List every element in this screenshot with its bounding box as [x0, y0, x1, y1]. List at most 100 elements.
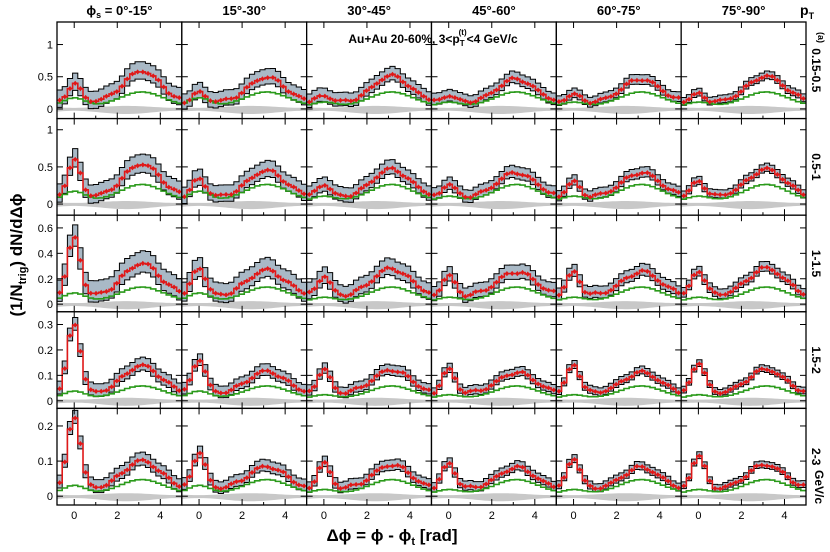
data-point [775, 271, 780, 277]
panel-r0-c5 [680, 21, 807, 120]
data-point [270, 74, 276, 81]
data-point [619, 86, 624, 93]
data-point [119, 83, 125, 89]
panel-background [681, 22, 806, 119]
data-point [296, 482, 302, 488]
data-point [301, 388, 307, 394]
data-point [411, 278, 416, 284]
panel-r0-c4 [555, 21, 682, 120]
data-point [411, 179, 416, 185]
data-point [733, 187, 738, 193]
data-point [530, 176, 536, 183]
data-point [801, 192, 806, 198]
data-point [795, 482, 801, 488]
data-point [463, 293, 468, 300]
data-point [244, 84, 250, 90]
data-point [655, 178, 660, 184]
data-point [494, 87, 499, 93]
data-point [411, 379, 416, 385]
flow-step [181, 286, 307, 300]
data-point [593, 192, 598, 198]
data-point [99, 289, 104, 295]
data-point [171, 284, 177, 290]
data-step [306, 266, 432, 298]
data-point [582, 97, 588, 104]
data-point [608, 93, 614, 100]
y-axis-label: (1/Ntrig) dN/dΔϕ [7, 193, 29, 316]
data-point [135, 262, 140, 268]
data-point [369, 278, 374, 285]
data-point [333, 287, 338, 293]
data-point [717, 97, 723, 103]
data-point [119, 273, 125, 279]
data-point [62, 94, 68, 100]
data-point [561, 189, 567, 195]
data-point [572, 456, 577, 463]
data-point [598, 96, 603, 102]
data-point [395, 169, 400, 175]
data-point [270, 466, 276, 472]
data-point [239, 280, 244, 287]
panel-r4-c5: 0 2 4 [680, 407, 807, 522]
data-point [73, 80, 78, 86]
data-point [483, 287, 489, 293]
data-point [421, 480, 426, 486]
data-point [197, 358, 203, 364]
data-point [296, 287, 302, 293]
y-tick-label: 0.5 [38, 72, 53, 84]
data-point [546, 287, 551, 293]
data-point [281, 375, 286, 381]
data-point [99, 388, 104, 394]
band-lower-edge [431, 277, 557, 303]
data-point [775, 465, 780, 472]
data-point [629, 374, 634, 380]
data-point [317, 184, 322, 190]
data-point [286, 378, 291, 384]
data-point [57, 386, 62, 392]
data-point [379, 170, 385, 176]
data-point [593, 289, 598, 296]
data-point [301, 191, 307, 197]
data-point [686, 96, 692, 102]
band-upper-edge [306, 65, 432, 95]
zero-band [306, 397, 432, 406]
data-point [738, 281, 744, 287]
data-point [478, 388, 484, 394]
flow-step [431, 286, 557, 301]
data-point [83, 376, 88, 382]
data-point [546, 385, 551, 391]
band-upper-edge [181, 159, 307, 188]
data-point [286, 89, 291, 95]
data-point [712, 191, 718, 197]
data-point [218, 486, 224, 492]
x-tick-label: 2 [364, 510, 370, 522]
data-point [676, 290, 681, 296]
data-point [463, 390, 468, 396]
data-point [515, 270, 520, 277]
data-point [738, 89, 744, 95]
data-point [291, 382, 296, 389]
data-point [494, 181, 499, 187]
data-point [509, 270, 515, 277]
data-point [764, 73, 770, 79]
flow-step [57, 478, 182, 492]
data-point [281, 178, 286, 185]
data-point [171, 480, 177, 486]
data-point [114, 378, 120, 384]
data-point [801, 95, 806, 102]
panel-r1-c2 [306, 117, 433, 216]
panel-r1-c1 [181, 117, 308, 216]
data-point [379, 369, 385, 375]
data-point [525, 81, 530, 87]
data-point [530, 276, 536, 282]
data-point [619, 378, 624, 384]
data-point [208, 98, 213, 104]
data-point [307, 485, 312, 491]
data-point [312, 95, 317, 101]
data-point [104, 93, 109, 99]
data-point [650, 469, 655, 475]
zero-band [681, 201, 806, 210]
data-point [437, 287, 442, 293]
data-point [567, 93, 572, 99]
x-tick-label: 0 [446, 510, 452, 522]
